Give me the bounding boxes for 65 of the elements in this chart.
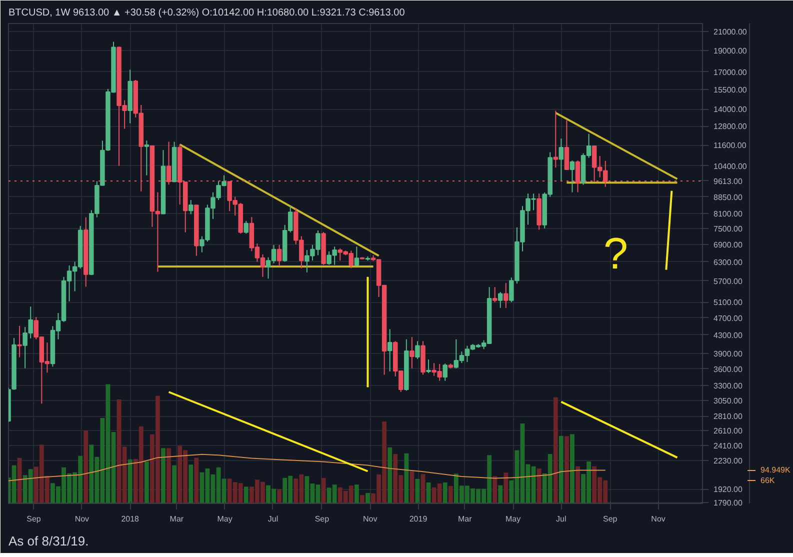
- y-tick-label: 2810.00: [714, 412, 743, 422]
- x-tick-label: Nov: [651, 514, 666, 524]
- ref-line-label: 9613.00: [714, 176, 743, 186]
- y-tick-label: 8100.00: [714, 210, 743, 219]
- candlestick: [558, 138, 564, 182]
- candlestick: [415, 340, 420, 360]
- y-tick-label: 10400.00: [714, 162, 748, 171]
- y2-tick-label: 66K: [760, 476, 776, 485]
- x-tick-label: Jul: [268, 514, 278, 524]
- candlestick: [354, 246, 360, 266]
- x-tick-label: Sep: [26, 514, 42, 524]
- x-tick-label: 2019: [409, 514, 428, 524]
- y-tick-label: 6300.00: [714, 258, 743, 267]
- x-tick-label: Sep: [603, 514, 618, 524]
- candlestick: [564, 120, 570, 170]
- x-tick-label: Nov: [362, 514, 378, 524]
- x-tick-label: 2018: [121, 514, 140, 524]
- y-tick-label: 3300.00: [714, 381, 743, 390]
- candlestick: [442, 363, 448, 382]
- y-tick-label: 15500.00: [714, 86, 748, 95]
- y-tick-label: 5100.00: [714, 298, 743, 308]
- x-tick-label: Sep: [314, 514, 330, 524]
- y-tick-label: 1920.00: [714, 485, 743, 494]
- candlestick: [244, 220, 249, 234]
- x-tick-label: Jul: [556, 514, 567, 524]
- chart-title: BTCUSD, 1W 9613.00 ▲ +30.58 (+0.32%) O:10142.00 H:10680.00 L:9321.73 C:9613.00: [8, 8, 406, 18]
- candlestick: [410, 336, 414, 369]
- y-tick-label: 21000.00: [714, 28, 748, 37]
- line-series: [8, 454, 606, 482]
- y-tick-label: 3050.00: [714, 396, 743, 406]
- y-tick-label: 3900.00: [714, 349, 743, 358]
- x-tick-label: Mar: [458, 514, 472, 524]
- candlestick: [498, 291, 503, 308]
- annotation: ?: [604, 229, 628, 278]
- candlestick: [570, 160, 575, 193]
- candlestick: [492, 286, 498, 303]
- y-tick-label: 19000.00: [714, 46, 748, 56]
- y-tick-label: 2230.00: [714, 456, 743, 466]
- y-tick-label: 8850.00: [714, 192, 743, 202]
- y-tick-label: 7500.00: [714, 224, 743, 234]
- y-tick-label: 4700.00: [714, 314, 743, 323]
- y-tick-label: 14000.00: [714, 105, 748, 114]
- y-tick-label: 1790.00: [714, 498, 743, 508]
- y2-tick-label: 94.949K: [760, 466, 791, 475]
- candlestick: [188, 200, 194, 215]
- candlestick: [504, 282, 508, 308]
- y-tick-label: 2610.00: [714, 426, 743, 436]
- y-tick-label: 2410.00: [714, 442, 743, 451]
- x-tick-label: May: [505, 514, 521, 524]
- x-tick-label: May: [217, 514, 232, 524]
- candlestick: [387, 328, 392, 372]
- x-tick-label: Mar: [170, 514, 184, 524]
- y-tick-label: 6900.00: [714, 240, 743, 250]
- y-tick-label: 3600.00: [714, 364, 743, 374]
- y-tick-label: 12800.00: [714, 122, 748, 132]
- y-tick-label: 4300.00: [714, 330, 743, 340]
- y-tick-label: 11600.00: [714, 141, 747, 150]
- x-tick-label: Nov: [74, 514, 90, 524]
- y-tick-label: 17000.00: [714, 68, 748, 77]
- y-tick-label: 5700.00: [714, 276, 743, 286]
- candlestick: [17, 325, 22, 358]
- candlestick: [426, 358, 431, 374]
- text: As of 8/31/19.: [8, 534, 89, 548]
- candlestick: [276, 244, 282, 267]
- candlestick: [144, 140, 150, 176]
